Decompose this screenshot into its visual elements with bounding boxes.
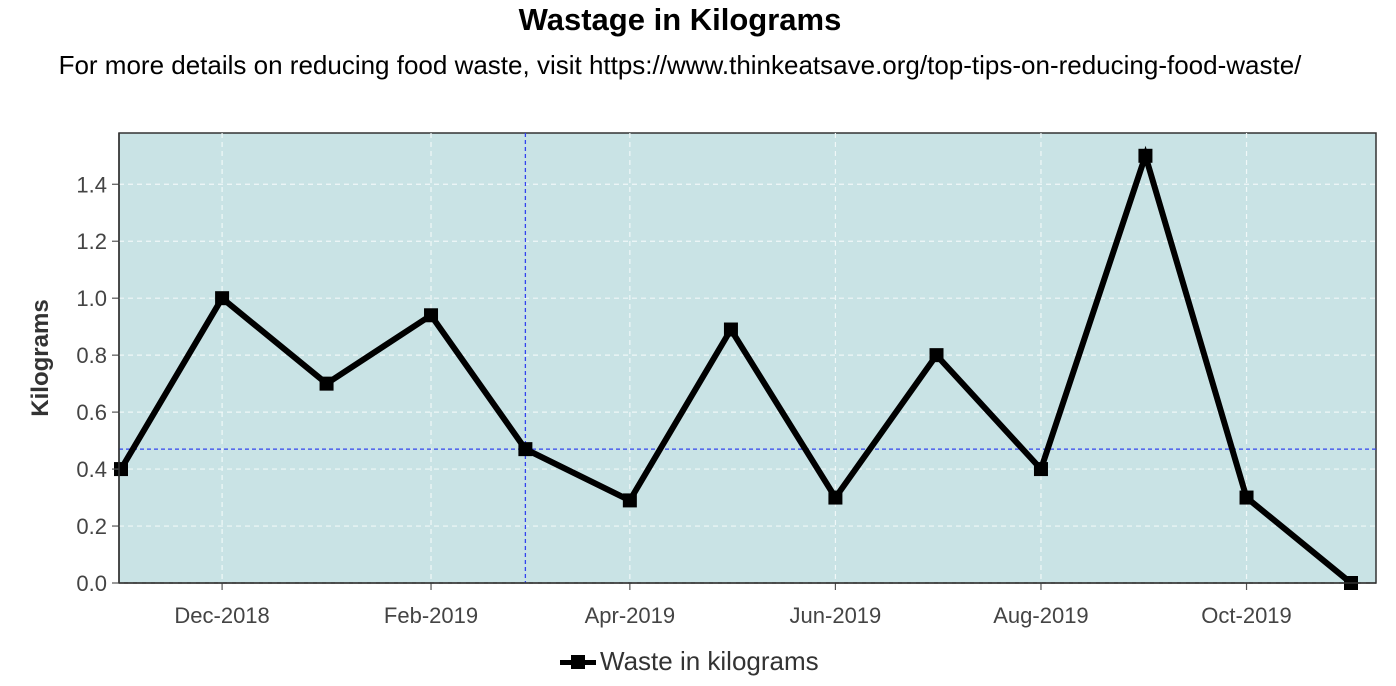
data-point-marker [114, 462, 128, 477]
legend: Waste in kilograms [560, 646, 819, 677]
legend-line-square-icon [560, 652, 596, 672]
x-tick-label: Apr-2019 [585, 603, 676, 628]
data-point-marker [518, 442, 533, 457]
y-tick-label: 0.8 [76, 343, 107, 368]
chart-title: Wastage in Kilograms [518, 2, 842, 37]
data-point-marker [424, 308, 439, 323]
data-point-marker [723, 322, 738, 337]
y-axis-label: Kilograms [27, 299, 54, 416]
axes: 0.0 0.2 0.4 0.6 0.8 1.0 1.2 1.4 Dec-2018 Feb-2019… [76, 133, 1376, 628]
x-tick-label: Dec-2018 [174, 603, 269, 628]
y-tick-label: 0.2 [76, 514, 107, 539]
y-tick-label: 1.2 [76, 229, 107, 254]
data-point-marker [929, 348, 944, 363]
grid-lines [119, 133, 1376, 584]
data-point-marker [828, 490, 843, 505]
data-point-marker [1033, 462, 1048, 477]
x-tick-label: Feb-2019 [384, 603, 478, 628]
data-point-marker [319, 376, 334, 391]
data-point-marker [1239, 490, 1254, 505]
x-tick-label: Oct-2019 [1201, 603, 1292, 628]
y-tick-label: 0.4 [76, 457, 107, 482]
y-tick-label: 1.4 [76, 172, 107, 197]
x-tick-label: Aug-2019 [993, 603, 1088, 628]
legend-label: Waste in kilograms [600, 646, 819, 676]
series-group [114, 145, 1358, 590]
data-point-marker [1138, 148, 1153, 163]
data-point-marker [215, 291, 230, 306]
y-tick-label: 0.0 [76, 571, 107, 596]
crosshair [119, 133, 1376, 583]
x-tick-label: Jun-2019 [790, 603, 882, 628]
y-tick-label: 1.0 [76, 286, 107, 311]
data-point-marker [622, 493, 637, 508]
chart-subtitle: For more details on reducing food waste,… [58, 50, 1302, 80]
y-tick-label: 0.6 [76, 400, 107, 425]
